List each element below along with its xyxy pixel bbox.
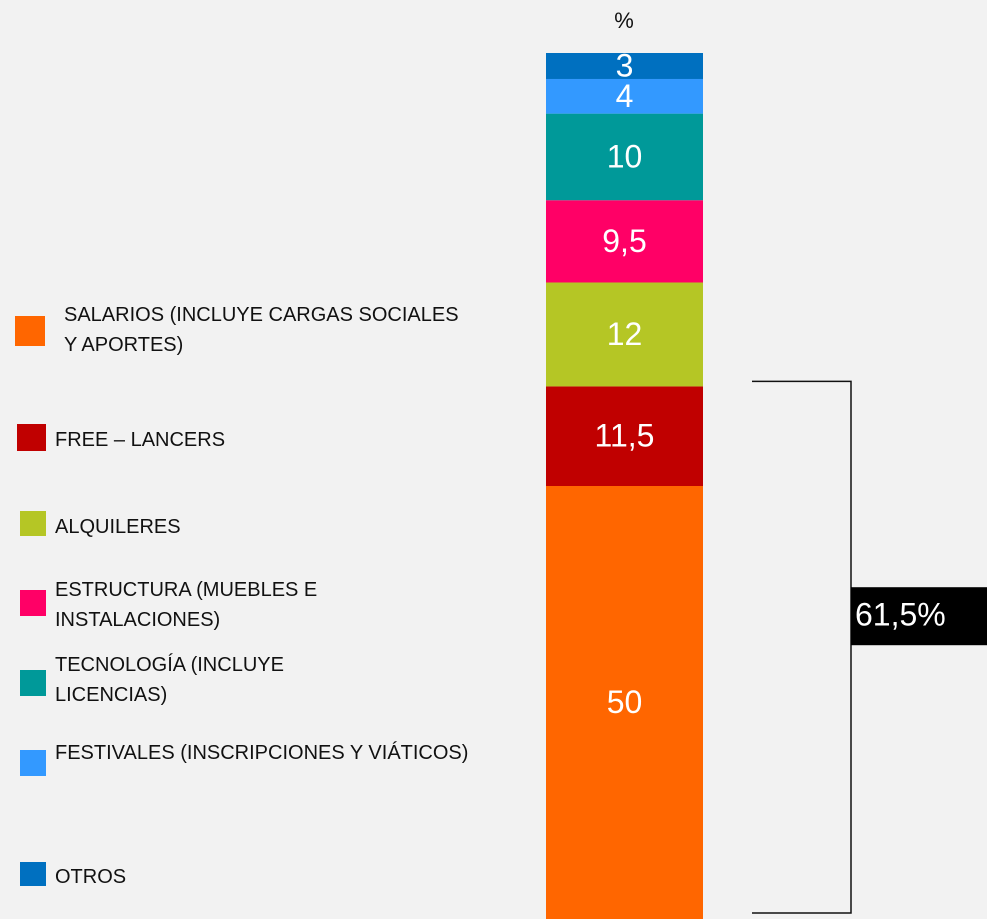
legend-label: FESTIVALES (INSCRIPCIONES Y VIÁTICOS) — [55, 742, 469, 764]
legend-label: ESTRUCTURA (MUEBLES E INSTALACIONES) — [55, 579, 318, 631]
legend-swatch — [20, 862, 46, 886]
legend-swatch — [20, 511, 46, 536]
legend-swatch — [17, 424, 46, 451]
bar-segment — [546, 78, 703, 114]
value-label: 4 — [616, 78, 634, 114]
bar-segment — [546, 113, 703, 201]
legend-swatch — [20, 670, 46, 696]
value-label: 9,5 — [602, 223, 646, 259]
legend-label: OTROS — [55, 866, 127, 888]
legend-swatch — [15, 316, 45, 346]
bar-segment — [546, 200, 703, 283]
value-label: 11,5 — [595, 418, 655, 454]
legend-label: SALARIOS (INCLUYE CARGAS SOCIALES Y APOR… — [64, 304, 459, 356]
legend-swatch — [20, 590, 46, 616]
bar-segment — [546, 486, 703, 919]
bar-segment — [546, 282, 703, 387]
value-label: 3 — [616, 47, 634, 83]
annotation-box — [851, 587, 987, 646]
bar-segment — [546, 386, 703, 486]
legend-swatch — [20, 750, 46, 776]
legend-label: TECNOLOGÍA (INCLUYE LICENCIAS) — [55, 654, 284, 706]
bar-segment — [546, 53, 703, 79]
bracket — [752, 380, 852, 914]
value-label: 12 — [607, 316, 643, 352]
value-label: 50 — [607, 684, 643, 720]
annotation: 61,5% — [855, 597, 946, 633]
legend-label: ALQUILERES — [55, 516, 181, 538]
chart-title: % — [614, 8, 634, 33]
value-label: 10 — [607, 138, 643, 174]
legend-label: FREE – LANCERS — [55, 429, 226, 451]
